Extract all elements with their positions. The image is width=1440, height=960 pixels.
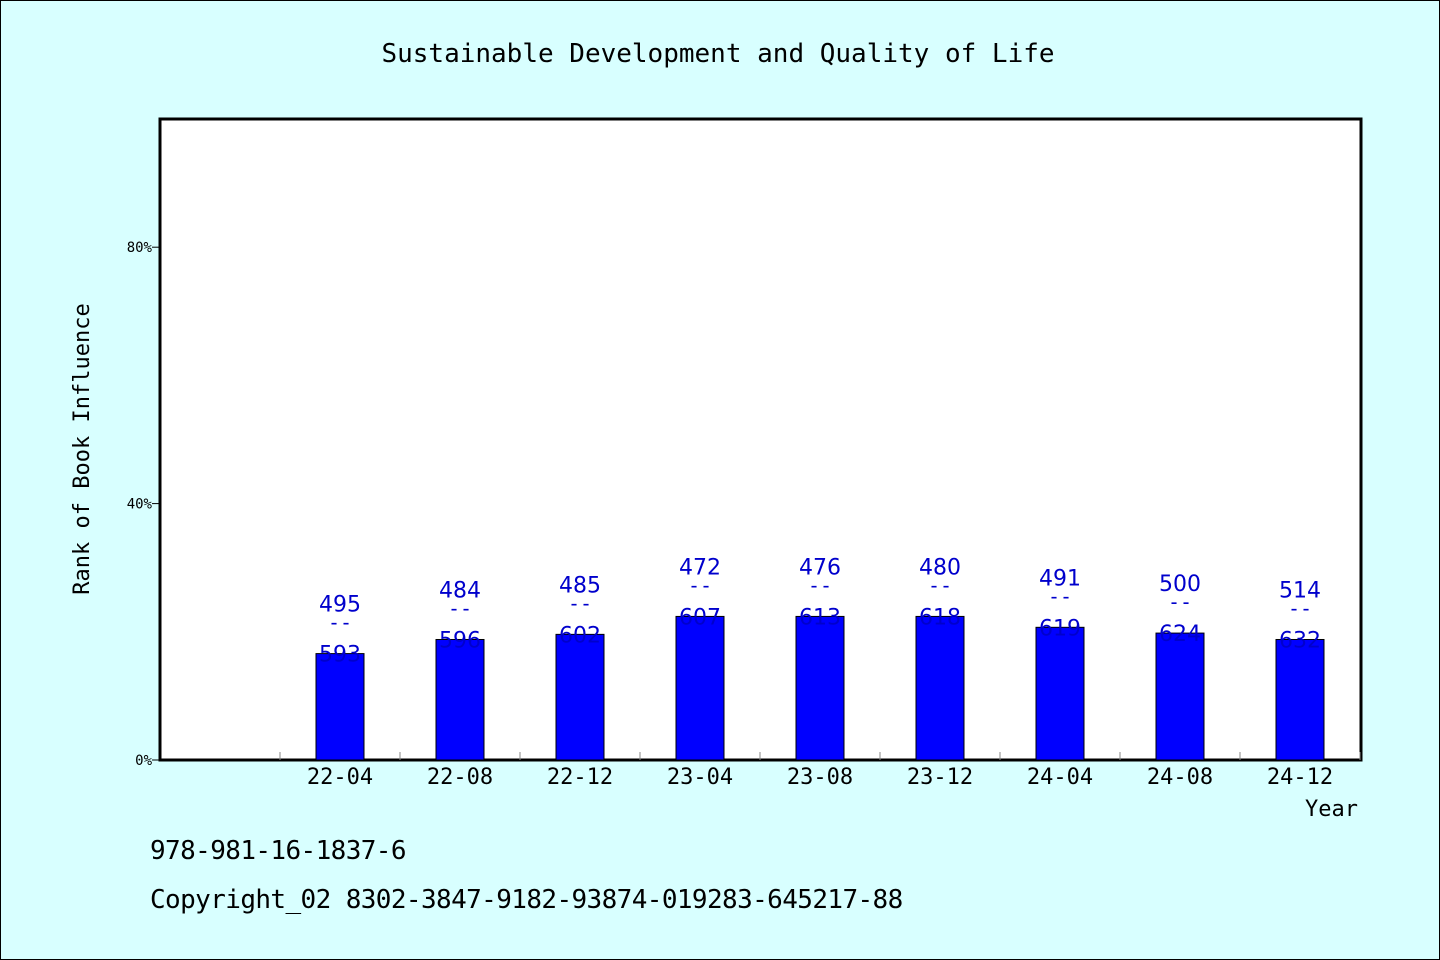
bar-label-bottom: 632 xyxy=(1279,628,1321,653)
bar-label-separator: -- xyxy=(448,596,472,620)
isbn-text: 978-981-16-1837-6 xyxy=(150,836,406,866)
x-axis-label: Year xyxy=(1305,797,1358,822)
bar xyxy=(436,639,484,760)
bar-label-separator: -- xyxy=(808,573,832,597)
x-tick-label: 24-08 xyxy=(1147,765,1213,790)
bar xyxy=(796,616,844,760)
bar-label-separator: -- xyxy=(928,573,952,597)
y-tick-label: 0% xyxy=(135,753,152,769)
bar-label-separator: -- xyxy=(1288,596,1312,620)
bar-label-bottom: 602 xyxy=(559,623,601,648)
copyright-text: Copyright_02 8302-3847-9182-93874-019283… xyxy=(150,885,903,915)
y-tick-label: 40% xyxy=(127,497,153,513)
bar-label-bottom: 593 xyxy=(319,643,361,668)
bar-label-separator: -- xyxy=(1048,584,1072,608)
y-axis-ticks: 0% 40% 80% xyxy=(127,240,160,769)
bar-label-bottom: 607 xyxy=(679,605,721,630)
x-tick-label: 23-04 xyxy=(667,765,733,790)
bar-label-bottom: 618 xyxy=(919,605,961,630)
y-tick-label: 80% xyxy=(127,240,153,256)
x-tick-label: 24-04 xyxy=(1027,765,1093,790)
bar-label-separator: -- xyxy=(328,611,352,635)
y-axis-label: Rank of Book Influence xyxy=(70,303,95,594)
x-tick-label: 23-12 xyxy=(907,765,973,790)
bar xyxy=(556,634,604,760)
x-tick-label: 22-04 xyxy=(307,765,373,790)
x-tick-label: 22-08 xyxy=(427,765,493,790)
bar xyxy=(1156,633,1204,760)
bar-label-bottom: 613 xyxy=(799,605,841,630)
bar-label-separator: -- xyxy=(688,573,712,597)
bar xyxy=(1276,639,1324,760)
bar-label-separator: -- xyxy=(568,591,592,615)
chart-title: Sustainable Development and Quality of L… xyxy=(381,39,1054,69)
bar-label-bottom: 596 xyxy=(439,628,481,653)
bar-chart: Sustainable Development and Quality of L… xyxy=(0,0,1440,960)
bar-label-bottom: 619 xyxy=(1039,616,1081,641)
bar xyxy=(916,616,964,760)
x-tick-label: 22-12 xyxy=(547,765,613,790)
x-tick-label: 23-08 xyxy=(787,765,853,790)
bar xyxy=(316,654,364,760)
bar xyxy=(1036,627,1084,760)
x-tick-label: 24-12 xyxy=(1267,765,1333,790)
bar-label-bottom: 624 xyxy=(1159,622,1201,647)
bar xyxy=(676,616,724,760)
bar-label-separator: -- xyxy=(1168,590,1192,614)
